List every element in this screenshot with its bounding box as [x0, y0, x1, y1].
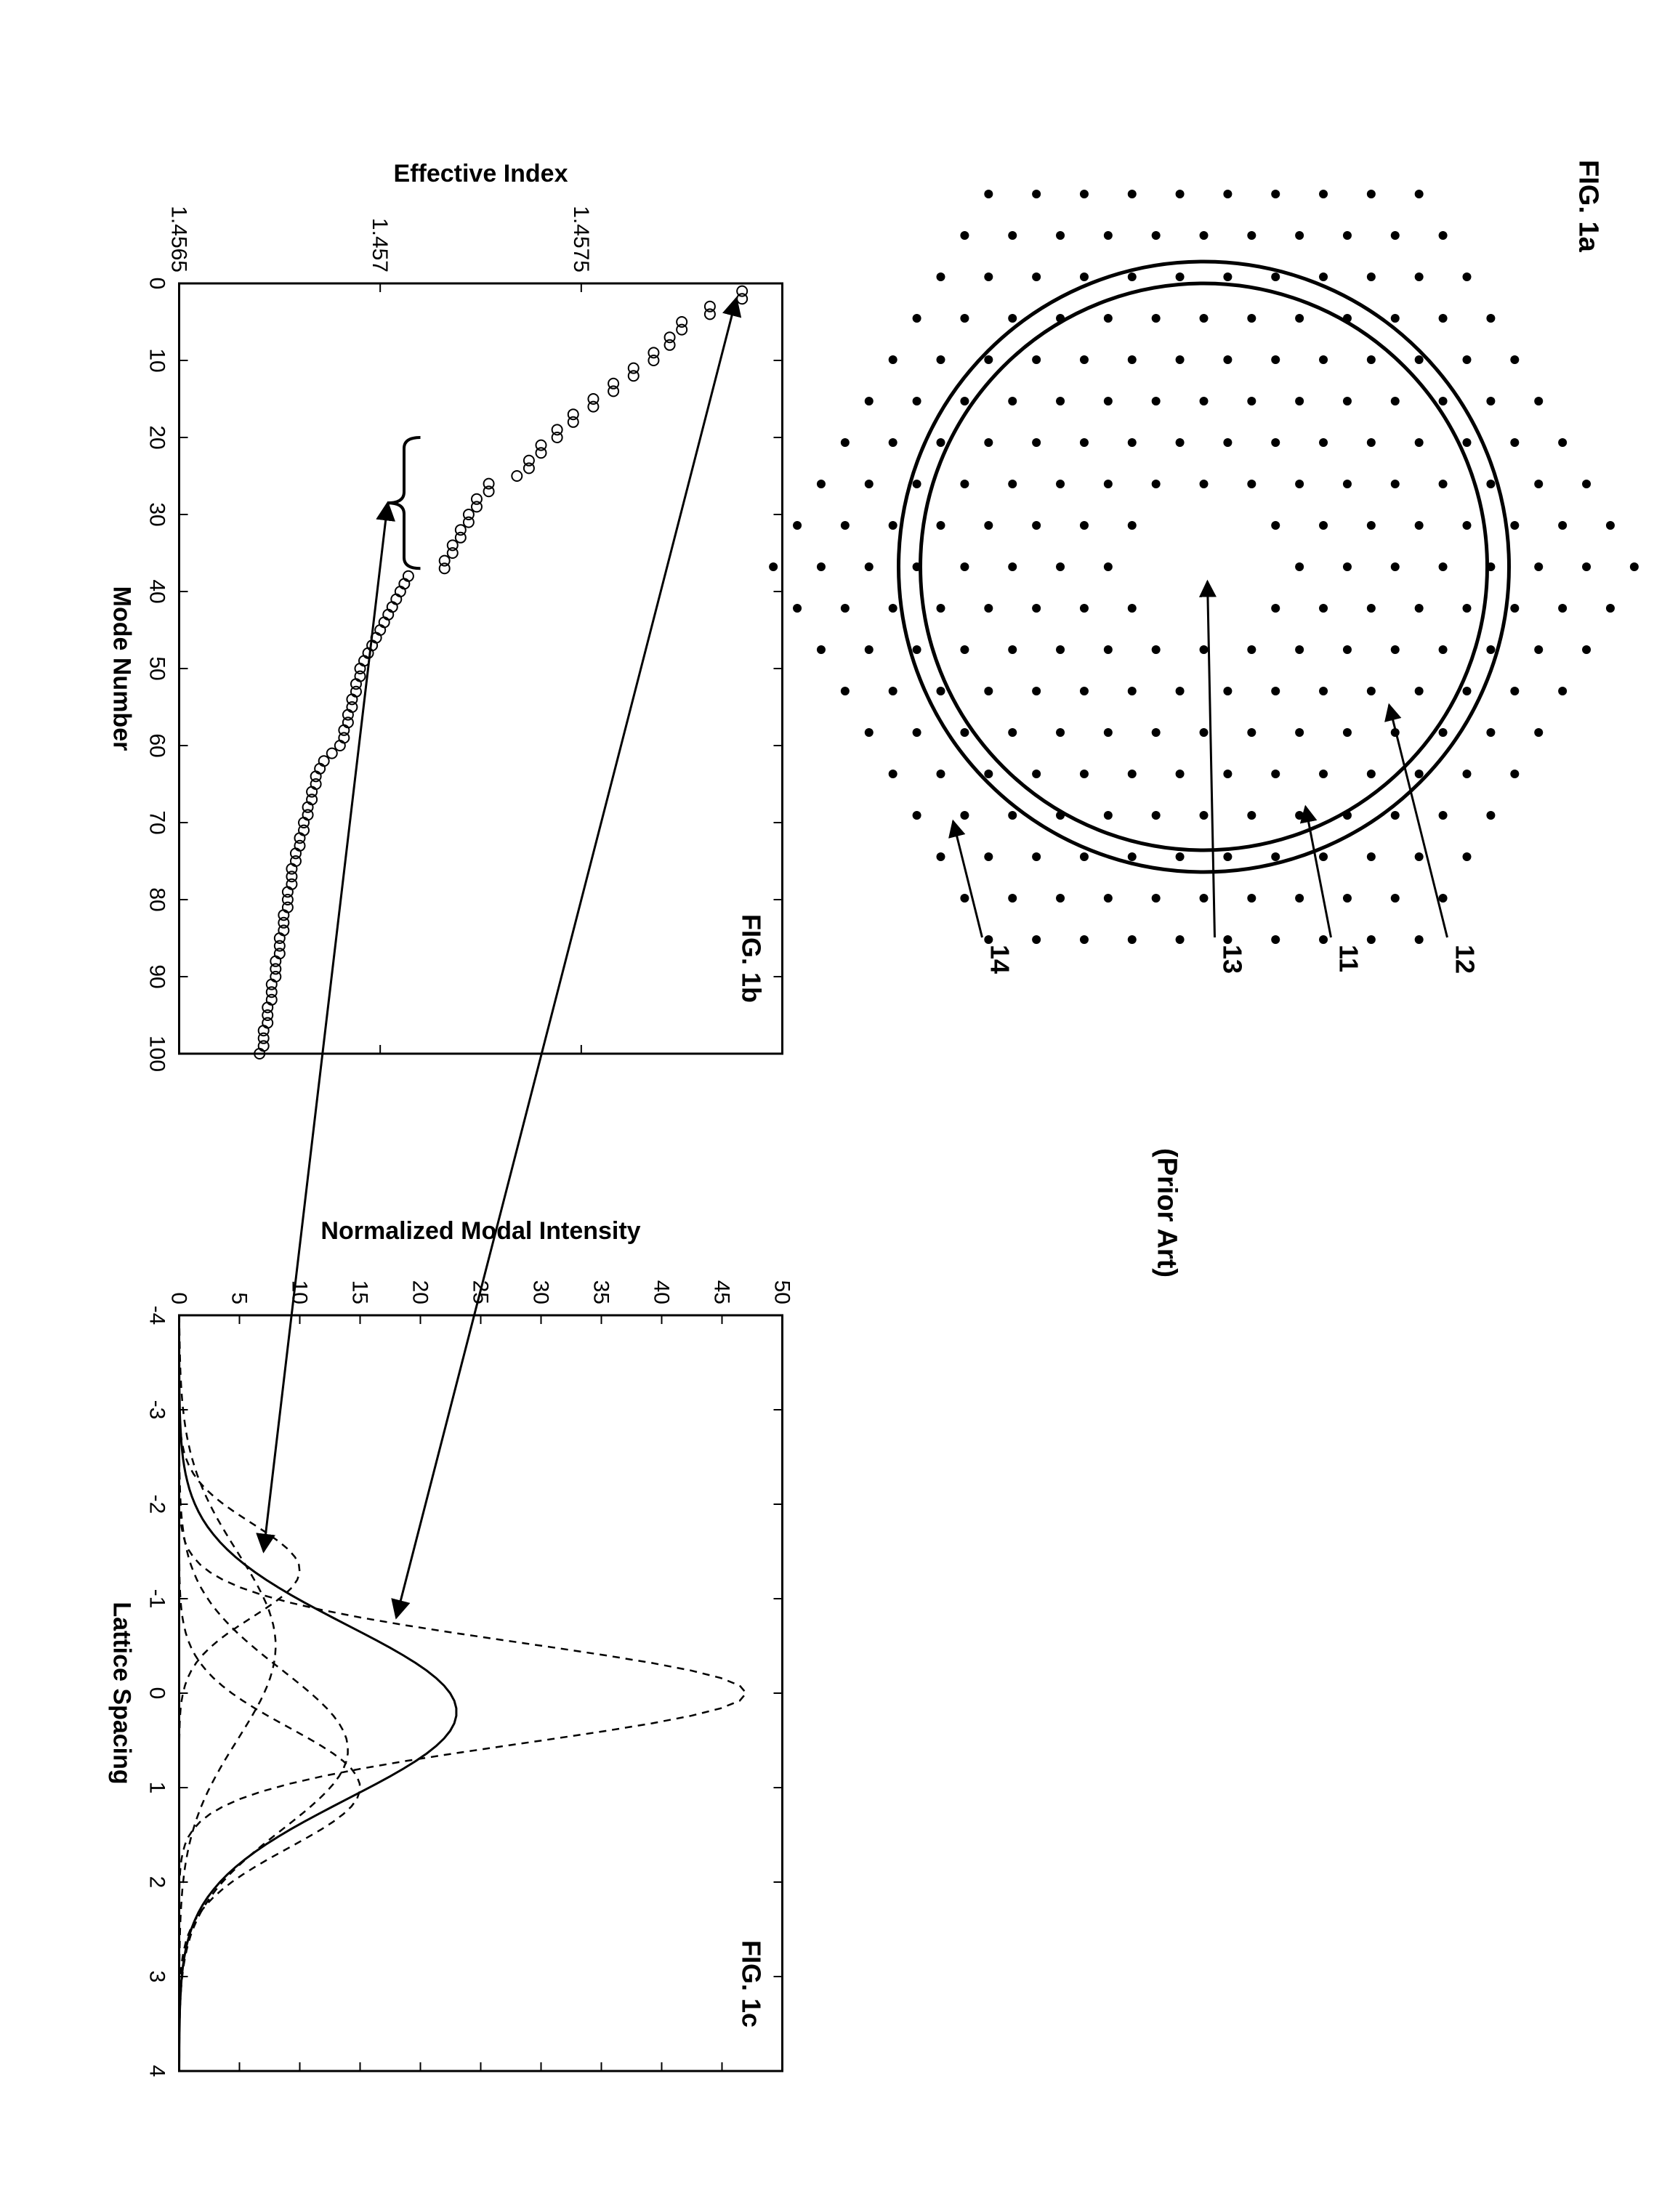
svg-text:5: 5	[227, 1292, 251, 1304]
fig-1a-panel: FIG. 1a 12 11 13 14	[841, 160, 1604, 1032]
svg-text:90: 90	[145, 964, 169, 988]
svg-text:10: 10	[145, 348, 169, 372]
svg-text:-4: -4	[145, 1306, 169, 1325]
fig-1a-label: FIG. 1a	[1573, 160, 1604, 252]
callout-13: 13	[1217, 945, 1248, 974]
svg-text:30: 30	[145, 502, 169, 526]
svg-text:70: 70	[145, 810, 169, 834]
svg-text:10: 10	[288, 1280, 312, 1304]
svg-text:50: 50	[145, 656, 169, 680]
svg-text:4: 4	[145, 2065, 169, 2078]
svg-text:20: 20	[408, 1280, 432, 1304]
callout-12: 12	[1450, 945, 1480, 974]
svg-text:60: 60	[145, 733, 169, 757]
svg-text:Lattice Spacing: Lattice Spacing	[108, 1602, 136, 1784]
fig-1b-svg: 0 10 20 30 40 50 60 70 80 90 100 1.4565 1.457 1.4575 M…	[78, 145, 819, 1075]
svg-text:45: 45	[710, 1280, 734, 1304]
svg-text:Normalized Modal Intensity: Normalized Modal Intensity	[320, 1217, 640, 1245]
svg-text:1.457: 1.457	[368, 218, 392, 273]
svg-text:1.4575: 1.4575	[569, 206, 593, 273]
prior-art-label: (Prior Art)	[1151, 1148, 1182, 1277]
fig-1b-panel: 0 10 20 30 40 50 60 70 80 90 100 1.4565 1.457 1.4575 M…	[78, 145, 819, 1075]
svg-text:80: 80	[145, 887, 169, 911]
svg-text:0: 0	[145, 278, 169, 290]
svg-text:1.4565: 1.4565	[167, 206, 191, 273]
svg-text:15: 15	[348, 1280, 372, 1304]
svg-text:FIG. 1b: FIG. 1b	[737, 914, 767, 1003]
content-rotated: FIG. 1a 12 11 13 14 (Prior Art) 01020304…	[29, 29, 1662, 2212]
svg-text:-3: -3	[145, 1400, 169, 1420]
svg-text:40: 40	[650, 1280, 674, 1304]
svg-text:-2: -2	[145, 1495, 169, 1514]
svg-text:2: 2	[145, 1876, 169, 1889]
svg-text:0: 0	[167, 1292, 191, 1304]
svg-text:50: 50	[770, 1280, 794, 1304]
fig-1c-svg: -4-3-2-10123405101520253035404550Lattice…	[78, 1206, 819, 2093]
svg-text:1: 1	[145, 1782, 169, 1794]
svg-text:100: 100	[145, 1036, 169, 1072]
svg-text:20: 20	[145, 425, 169, 449]
callout-14: 14	[985, 945, 1015, 974]
fig-1a-svg	[841, 203, 1568, 930]
svg-text:3: 3	[145, 1971, 169, 1983]
svg-text:40: 40	[145, 579, 169, 603]
svg-text:FIG. 1c: FIG. 1c	[737, 1940, 767, 2027]
callout-11: 11	[1334, 945, 1364, 972]
svg-text:0: 0	[145, 1687, 169, 1700]
svg-text:Effective Index: Effective Index	[394, 160, 568, 187]
svg-text:30: 30	[529, 1280, 553, 1304]
svg-text:Mode Number: Mode Number	[108, 586, 136, 751]
page-root: FIG. 1a 12 11 13 14 (Prior Art) 01020304…	[29, 29, 1633, 2154]
svg-text:35: 35	[589, 1280, 613, 1304]
svg-text:-1: -1	[145, 1589, 169, 1609]
svg-text:25: 25	[469, 1280, 493, 1304]
fig-1c-panel: -4-3-2-10123405101520253035404550Lattice…	[78, 1206, 819, 2093]
